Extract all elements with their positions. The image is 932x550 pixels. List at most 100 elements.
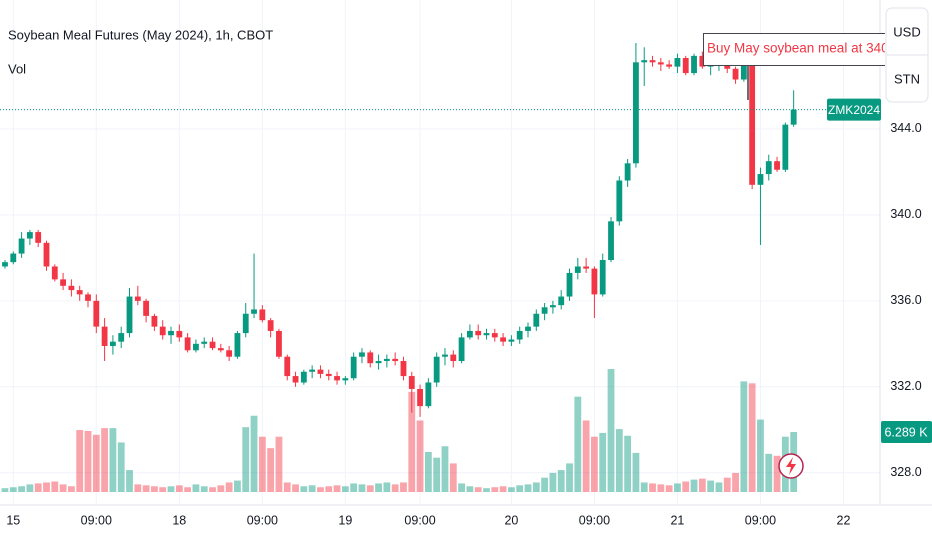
candle-body — [267, 320, 274, 331]
candle-body — [159, 326, 166, 336]
candle-layer — [2, 42, 797, 417]
volume-badge — [881, 421, 932, 444]
candle-body — [309, 369, 316, 372]
candle-body — [226, 350, 233, 357]
volume-bar — [43, 482, 50, 492]
volume-bar — [773, 455, 781, 492]
volume-bar — [449, 463, 457, 492]
volume-bar — [200, 486, 208, 492]
currency-button[interactable]: USD — [893, 24, 920, 39]
volume-bar — [300, 486, 308, 492]
candle-body — [217, 348, 224, 351]
candle-body — [43, 242, 50, 267]
candle-body — [749, 64, 756, 185]
candle-body — [184, 337, 191, 351]
alert-bolt — [786, 457, 796, 475]
candle-body — [740, 64, 747, 80]
volume-bar — [375, 483, 382, 492]
candle-body — [367, 352, 374, 364]
volume-bar — [275, 436, 283, 492]
volume-bar — [142, 485, 150, 492]
candle-body — [649, 60, 656, 63]
candle-body — [558, 296, 565, 306]
candle-body — [60, 279, 66, 286]
volume-bar — [607, 369, 615, 492]
symbol-label: ZMK2024 — [828, 103, 880, 117]
candle-body — [276, 330, 282, 357]
volume-bar — [308, 485, 316, 492]
volume-bar — [632, 452, 640, 492]
volume-bar — [1, 488, 9, 492]
candle-body — [101, 326, 108, 346]
candle-body — [209, 341, 216, 349]
annotation-box — [703, 33, 885, 66]
candle-body — [608, 221, 614, 261]
volume-bar — [416, 420, 424, 492]
candle-body — [400, 361, 407, 377]
candle-body — [134, 296, 141, 301]
candle-body — [168, 330, 174, 336]
candle-body — [508, 339, 515, 342]
volume-bar — [707, 480, 715, 492]
candle-body — [657, 62, 664, 65]
candle-body — [483, 333, 490, 336]
volume-bar — [582, 420, 590, 492]
candle-body — [574, 266, 581, 273]
volume-bar — [458, 483, 465, 492]
volume-bar — [18, 486, 25, 492]
y-tick-label: 336.0 — [890, 293, 921, 307]
volume-bar — [126, 470, 133, 492]
volume-bar — [491, 487, 499, 492]
volume-bar — [292, 484, 299, 492]
candle-body — [251, 309, 257, 314]
candle-body — [757, 174, 764, 185]
candle-body — [110, 341, 116, 346]
candle-body — [359, 352, 365, 357]
unit-button[interactable]: STN — [894, 71, 920, 86]
volume-bar — [134, 484, 142, 492]
volume-bar — [665, 485, 673, 492]
volume-bar — [483, 488, 490, 492]
volume-bar — [649, 483, 656, 492]
volume-bar — [391, 484, 399, 492]
volume-bar — [34, 483, 42, 492]
volume-bar — [234, 480, 241, 492]
candle-body — [193, 343, 199, 351]
annotation-text: Buy May soybean meal at 340.2, - — [707, 41, 912, 56]
alert-icon[interactable] — [778, 453, 804, 479]
volume-bar — [499, 486, 507, 492]
candle-body — [26, 232, 33, 239]
volume-bar — [541, 477, 549, 492]
candle-body — [599, 260, 606, 295]
candle-body — [732, 68, 739, 80]
volume-bar — [723, 477, 731, 492]
y-tick-label: 344.0 — [890, 121, 921, 135]
volume-bar — [76, 430, 84, 492]
candle-body — [317, 369, 324, 374]
x-tick-label: 15 — [6, 513, 20, 527]
candle-body — [616, 180, 623, 222]
volume-bar — [732, 472, 739, 492]
volume-bar — [599, 432, 607, 492]
volume-bar — [159, 487, 167, 492]
candle-body — [500, 337, 506, 342]
candle-body — [259, 309, 266, 321]
candle-body — [292, 376, 299, 383]
volume-bar — [317, 487, 324, 492]
candle-body — [300, 371, 307, 383]
candle-body — [118, 333, 125, 342]
volume-bar — [242, 427, 250, 492]
x-tick-label: 09:00 — [81, 513, 112, 527]
candle-body — [699, 55, 706, 67]
chart-title: Soybean Meal Futures (May 2024), 1h, CBO… — [8, 27, 273, 42]
candle-body — [425, 382, 432, 407]
volume-bar — [748, 383, 756, 492]
x-tick-label: 09:00 — [579, 513, 610, 527]
volume-bar — [657, 484, 665, 492]
volume-bar — [325, 486, 333, 492]
candle-body — [442, 354, 448, 357]
candle-body — [583, 266, 590, 269]
x-tick-label: 22 — [837, 513, 851, 527]
volume-bar — [441, 446, 449, 492]
